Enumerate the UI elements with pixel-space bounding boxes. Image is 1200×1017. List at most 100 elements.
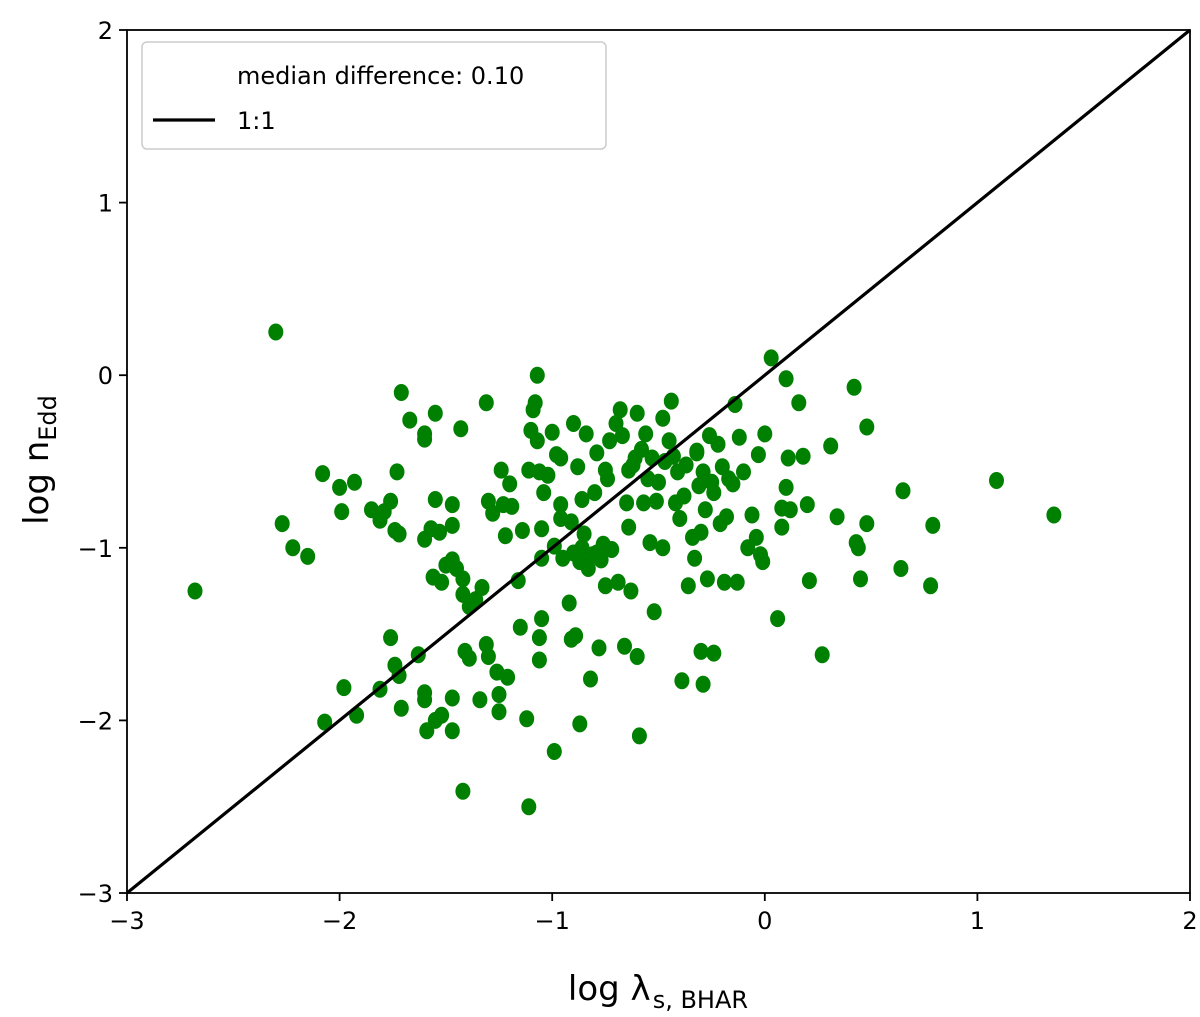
data-point: [604, 541, 620, 558]
x-tick-label: 0: [757, 907, 772, 935]
data-point: [693, 642, 709, 660]
data-point: [674, 672, 690, 690]
data-point: [627, 449, 643, 467]
data-point: [589, 444, 605, 462]
data-point: [646, 603, 662, 621]
y-axis-label-sub: Edd: [34, 395, 62, 441]
data-point: [770, 610, 786, 628]
data-point: [763, 349, 779, 367]
data-point: [540, 466, 556, 484]
data-point: [268, 323, 284, 341]
data-point: [527, 394, 543, 412]
data-point: [655, 409, 671, 427]
data-point: [750, 446, 766, 464]
data-point: [497, 527, 513, 545]
one-to-one-line: [125, 28, 1192, 895]
data-point: [823, 437, 839, 455]
data-point: [782, 501, 798, 519]
data-point: [187, 582, 203, 600]
data-point: [619, 494, 635, 512]
data-point: [461, 649, 477, 667]
data-point: [574, 539, 590, 557]
y-tick-label: 1: [98, 190, 113, 218]
data-point: [432, 523, 447, 541]
y-axis-label-main: log n: [17, 441, 57, 525]
data-point: [531, 629, 547, 647]
y-tick-label: 2: [98, 17, 113, 45]
data-point: [755, 553, 771, 571]
data-point: [502, 475, 518, 493]
data-point: [434, 573, 450, 591]
x-axis-label-main: log λ: [568, 969, 651, 1009]
data-point: [727, 396, 743, 413]
data-point: [629, 404, 645, 422]
data-point: [859, 418, 875, 436]
data-point: [600, 470, 615, 488]
data-point: [610, 573, 626, 591]
data-point: [389, 463, 405, 481]
axes-frame: [126, 29, 1191, 894]
data-point: [693, 523, 709, 541]
data-point: [347, 473, 362, 491]
data-point: [617, 637, 632, 655]
data-point: [391, 667, 407, 684]
data-point: [736, 463, 751, 481]
data-point: [444, 496, 460, 514]
data-point: [614, 427, 630, 445]
data-point: [853, 570, 868, 588]
data-point: [725, 475, 741, 493]
data-point: [661, 432, 677, 450]
data-point: [578, 425, 594, 443]
data-point: [568, 627, 584, 645]
data-point: [393, 699, 409, 717]
data-point: [591, 639, 607, 657]
legend: median difference: 0.10 1:1: [141, 41, 607, 150]
data-point: [697, 501, 713, 519]
data-point: [474, 579, 490, 596]
legend-frame: [141, 41, 607, 150]
y-tick-label: −2: [78, 707, 113, 735]
data-point: [706, 644, 722, 662]
data-point: [638, 425, 654, 443]
data-point: [529, 366, 545, 384]
data-point: [504, 497, 520, 515]
data-point: [1046, 506, 1062, 524]
data-point: [510, 572, 526, 590]
data-point: [485, 504, 501, 522]
data-point: [799, 496, 815, 514]
data-point: [655, 539, 671, 557]
data-point: [642, 534, 658, 552]
data-point: [500, 668, 516, 686]
data-point: [602, 432, 618, 450]
data-point: [444, 689, 460, 707]
data-point: [706, 484, 722, 502]
y-tick-label: −3: [78, 880, 113, 908]
x-axis-label-sub: s, BHAR: [653, 986, 748, 1014]
data-point: [748, 528, 764, 546]
data-point: [672, 510, 688, 527]
data-point: [850, 539, 866, 557]
data-point: [285, 539, 301, 557]
data-point: [597, 577, 613, 595]
data-point: [576, 525, 592, 543]
data-point: [719, 508, 734, 526]
data-point: [453, 420, 469, 438]
data-point: [480, 648, 496, 665]
data-point: [680, 577, 696, 595]
x-tick-label: −2: [322, 907, 357, 935]
data-point: [676, 487, 692, 505]
data-point: [529, 432, 545, 450]
data-point: [570, 458, 586, 476]
data-point: [566, 415, 581, 432]
data-point: [589, 544, 605, 562]
data-point: [336, 679, 352, 697]
data-point: [587, 484, 603, 502]
data-point: [716, 573, 732, 591]
data-point: [334, 503, 350, 521]
data-point: [417, 691, 433, 709]
data-point: [574, 491, 590, 508]
data-point: [427, 404, 443, 422]
x-tick-label: −1: [535, 907, 570, 935]
data-point: [731, 428, 747, 446]
